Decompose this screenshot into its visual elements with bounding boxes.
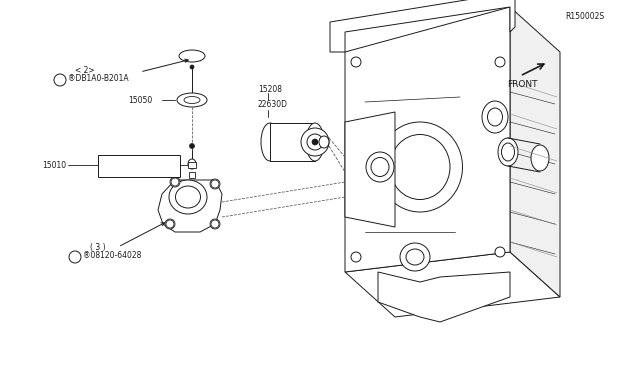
Text: ®DB1A0-B201A: ®DB1A0-B201A — [68, 74, 129, 83]
Circle shape — [351, 252, 361, 262]
Polygon shape — [510, 7, 560, 297]
Ellipse shape — [175, 186, 200, 208]
Circle shape — [166, 220, 174, 228]
Circle shape — [190, 65, 194, 69]
Ellipse shape — [371, 157, 389, 176]
Text: R150002S: R150002S — [565, 12, 604, 20]
Text: B: B — [72, 254, 76, 260]
Polygon shape — [270, 123, 315, 161]
Ellipse shape — [261, 123, 279, 161]
Ellipse shape — [498, 138, 518, 166]
Ellipse shape — [390, 135, 450, 199]
Ellipse shape — [366, 152, 394, 182]
Circle shape — [307, 134, 323, 150]
Circle shape — [211, 220, 219, 228]
Circle shape — [495, 57, 505, 67]
Ellipse shape — [378, 122, 463, 212]
Ellipse shape — [170, 177, 180, 187]
Circle shape — [301, 128, 329, 156]
Circle shape — [211, 180, 219, 188]
Ellipse shape — [531, 145, 549, 171]
Polygon shape — [189, 172, 195, 178]
Ellipse shape — [210, 219, 220, 229]
Text: ®08120-64028: ®08120-64028 — [83, 251, 141, 260]
Ellipse shape — [406, 249, 424, 265]
Ellipse shape — [165, 219, 175, 229]
Text: < 2>: < 2> — [75, 66, 95, 75]
Text: FRONT: FRONT — [507, 80, 538, 89]
Circle shape — [54, 74, 66, 86]
Ellipse shape — [482, 101, 508, 133]
Polygon shape — [345, 112, 395, 227]
Text: ( 3 ): ( 3 ) — [90, 243, 106, 252]
Circle shape — [171, 178, 179, 186]
Ellipse shape — [184, 96, 200, 103]
Ellipse shape — [400, 243, 430, 271]
Ellipse shape — [502, 143, 515, 161]
Ellipse shape — [319, 136, 329, 148]
Ellipse shape — [210, 179, 220, 189]
Text: 22630D: 22630D — [258, 99, 288, 109]
Polygon shape — [330, 0, 515, 52]
Text: B: B — [56, 77, 61, 83]
Ellipse shape — [177, 93, 207, 107]
Circle shape — [351, 57, 361, 67]
Polygon shape — [188, 162, 196, 168]
Bar — [98, 155, 180, 177]
Circle shape — [69, 251, 81, 263]
Ellipse shape — [488, 108, 502, 126]
Ellipse shape — [188, 159, 196, 169]
Polygon shape — [345, 252, 560, 317]
Polygon shape — [158, 180, 222, 232]
Polygon shape — [378, 272, 510, 322]
Polygon shape — [345, 7, 510, 272]
Circle shape — [189, 144, 195, 148]
Circle shape — [495, 247, 505, 257]
Circle shape — [312, 139, 318, 145]
Ellipse shape — [306, 123, 324, 161]
Text: 15010: 15010 — [42, 160, 66, 170]
Text: 15241V: 15241V — [103, 160, 132, 170]
Ellipse shape — [169, 180, 207, 214]
Text: 15050: 15050 — [128, 96, 152, 105]
Ellipse shape — [179, 50, 205, 62]
Text: 15208: 15208 — [258, 84, 282, 93]
